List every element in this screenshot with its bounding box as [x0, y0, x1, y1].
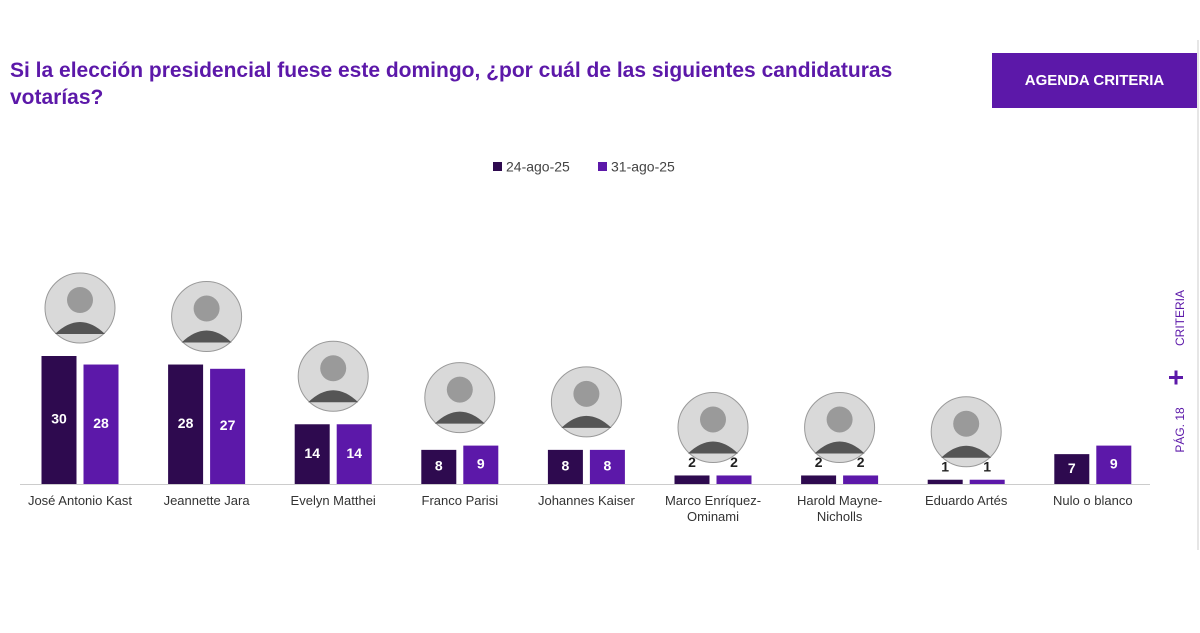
value-label: 8 — [604, 458, 612, 474]
candidate-photo — [804, 391, 876, 463]
bar — [463, 445, 499, 484]
candidate-photo — [44, 272, 116, 344]
bar — [1096, 445, 1132, 484]
value-label: 1 — [941, 458, 949, 474]
value-label: 30 — [51, 411, 67, 427]
bar — [716, 475, 752, 484]
value-label: 28 — [93, 415, 109, 431]
bar — [801, 475, 837, 484]
x-tick-label: José Antonio Kast — [27, 493, 133, 508]
bar — [589, 449, 625, 484]
x-tick-label: Eduardo Artés — [924, 493, 1008, 508]
value-label: 28 — [178, 415, 194, 431]
bar — [927, 479, 963, 484]
photo-body — [308, 390, 359, 403]
photo-head — [953, 410, 980, 437]
value-label: 2 — [857, 454, 865, 470]
bar — [674, 475, 710, 484]
brand-badge: AGENDA CRITERIA — [992, 53, 1197, 108]
photo-head — [320, 355, 347, 382]
photo-body — [941, 445, 992, 458]
photo-head — [700, 406, 726, 433]
candidate-photo — [297, 340, 369, 412]
photo-body — [55, 322, 105, 334]
x-tick-label: Marco Enríquez-Ominami — [664, 493, 762, 524]
x-tick-label: Nulo o blanco — [1053, 493, 1133, 508]
value-label: 2 — [730, 454, 738, 470]
value-label: 8 — [562, 458, 570, 474]
x-tick-label: Franco Parisi — [421, 493, 499, 508]
candidate-photo — [677, 391, 749, 463]
photo-body — [688, 441, 738, 454]
side-brand: CRITERIA — [1173, 290, 1187, 346]
candidate-photo — [930, 396, 1002, 468]
photo-head — [446, 376, 473, 403]
photo-body — [434, 411, 485, 424]
photo-head — [826, 406, 853, 433]
value-label: 9 — [1110, 456, 1118, 472]
candidate-photo — [171, 281, 243, 353]
value-label: 1 — [983, 458, 991, 474]
photo-head — [573, 380, 600, 407]
legend-swatch — [598, 162, 607, 171]
candidate-photo — [550, 366, 622, 438]
legend-label: 31-ago-25 — [611, 159, 675, 175]
value-label: 7 — [1068, 460, 1076, 476]
x-tick-label: Evelyn Matthei — [290, 493, 376, 508]
value-label: 2 — [688, 454, 696, 470]
chart-title: Si la elección presidencial fuese este d… — [10, 59, 893, 109]
bar — [336, 424, 372, 484]
bar — [547, 449, 583, 484]
value-label: 14 — [346, 445, 362, 461]
bar — [969, 479, 1005, 484]
plus-icon — [1169, 370, 1183, 385]
photo-head — [67, 287, 93, 313]
legend-swatch — [493, 162, 502, 171]
photo-body — [561, 415, 612, 428]
legend-label: 24-ago-25 — [506, 159, 570, 175]
photo-body — [814, 441, 865, 454]
bar — [294, 424, 330, 484]
bar — [41, 356, 77, 484]
x-tick-label: Harold Mayne-Nicholls — [796, 493, 883, 524]
photo-body — [181, 330, 232, 343]
photo-head — [193, 295, 220, 322]
value-label: 2 — [815, 454, 823, 470]
value-label: 27 — [220, 417, 236, 433]
value-label: 9 — [477, 456, 485, 472]
value-label: 14 — [304, 445, 320, 461]
bar — [421, 449, 457, 484]
x-tick-label: Jeannette Jara — [163, 493, 250, 508]
bar — [210, 368, 246, 484]
bar — [1054, 454, 1090, 484]
side-page: PÁG. 18 — [1172, 407, 1187, 453]
value-label: 8 — [435, 458, 443, 474]
bar — [83, 364, 119, 484]
bar — [168, 364, 204, 484]
x-tick-label: Johannes Kaiser — [537, 493, 635, 508]
bar — [843, 475, 879, 484]
candidate-photo — [424, 362, 496, 434]
